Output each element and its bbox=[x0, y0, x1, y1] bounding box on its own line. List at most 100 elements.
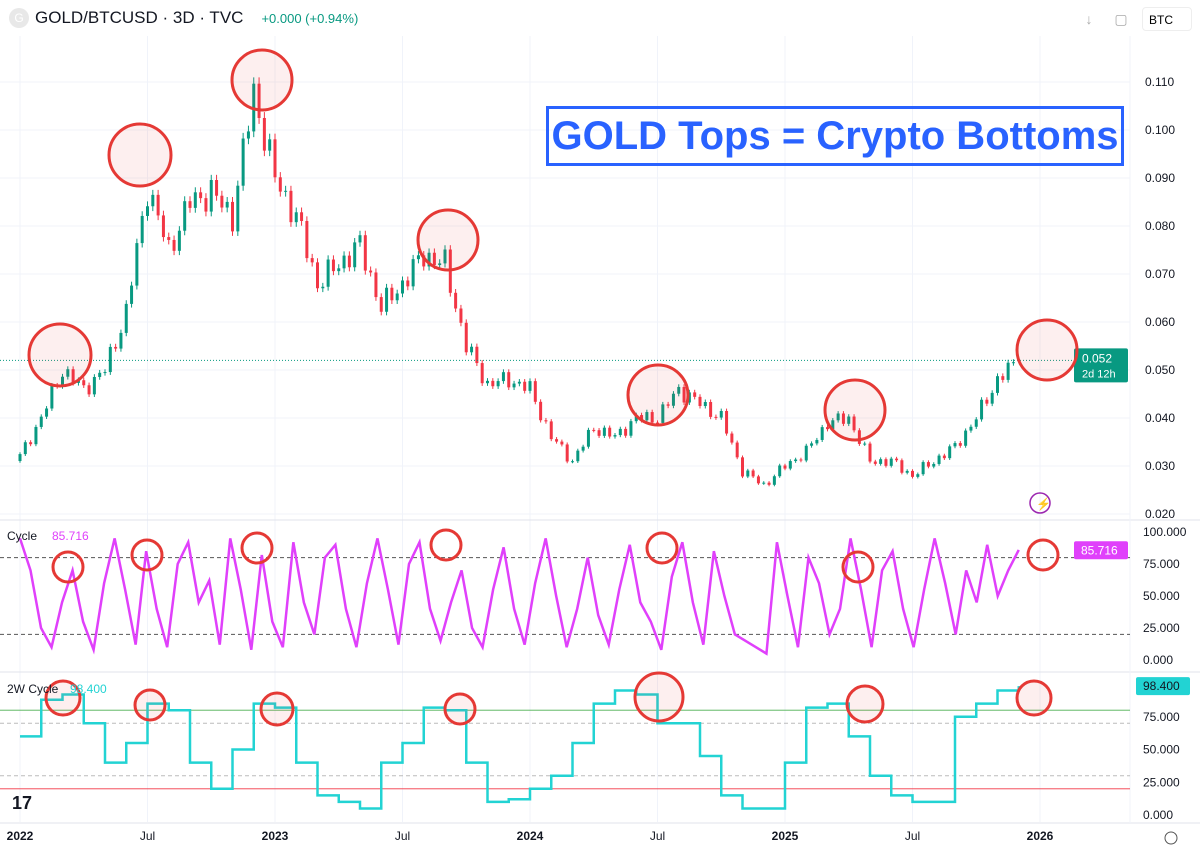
cycle2w-marker-circle bbox=[845, 684, 885, 724]
candle bbox=[124, 303, 128, 333]
candle bbox=[416, 255, 420, 260]
candle bbox=[183, 201, 187, 231]
candle bbox=[794, 459, 798, 462]
price-tick-label: 0.020 bbox=[1145, 507, 1175, 521]
candle bbox=[608, 427, 612, 437]
candle bbox=[103, 372, 107, 374]
candle bbox=[454, 292, 458, 309]
candle bbox=[905, 470, 909, 473]
candle bbox=[964, 430, 968, 446]
candle bbox=[140, 215, 144, 244]
candle bbox=[480, 363, 484, 384]
candle bbox=[87, 385, 91, 395]
candle bbox=[714, 416, 718, 418]
top-marker-circle bbox=[27, 322, 93, 388]
candle bbox=[852, 416, 856, 431]
candle bbox=[762, 482, 766, 484]
candle bbox=[645, 412, 649, 421]
candle bbox=[863, 443, 867, 445]
candle bbox=[661, 404, 665, 423]
price-tick-label: 0.080 bbox=[1145, 219, 1175, 233]
candle bbox=[167, 237, 171, 240]
candle bbox=[108, 346, 112, 373]
candle bbox=[305, 221, 309, 259]
x-tick-label: Jul bbox=[140, 829, 155, 843]
candle bbox=[624, 428, 628, 436]
cycle2w-value: 98.400 bbox=[70, 682, 107, 696]
cycle2w-marker-circle bbox=[133, 688, 167, 722]
candle bbox=[719, 410, 723, 418]
candle bbox=[682, 386, 686, 403]
candle bbox=[385, 287, 389, 312]
candle bbox=[544, 420, 548, 422]
candle bbox=[640, 415, 644, 421]
candle bbox=[533, 381, 537, 402]
cycle2w-marker-circle bbox=[259, 691, 295, 727]
candle bbox=[799, 459, 803, 461]
candle bbox=[666, 404, 670, 406]
cycle2w-marker-circle bbox=[633, 671, 685, 723]
cycle-marker-circle bbox=[1026, 538, 1060, 572]
candle bbox=[374, 272, 378, 298]
candle bbox=[401, 280, 404, 294]
candle bbox=[411, 259, 415, 287]
last-price-value: 0.052 bbox=[1082, 351, 1112, 365]
candle bbox=[459, 308, 463, 323]
candle bbox=[1001, 376, 1005, 380]
candle bbox=[634, 415, 638, 422]
cycle-marker-circle bbox=[841, 550, 875, 584]
candle bbox=[486, 380, 489, 384]
currency-selector[interactable]: BTC bbox=[1142, 7, 1192, 31]
candle bbox=[565, 444, 569, 462]
x-tick-label: 2025 bbox=[772, 829, 799, 843]
candle bbox=[592, 429, 596, 431]
candle bbox=[507, 372, 511, 388]
candle bbox=[741, 457, 744, 477]
candle bbox=[1006, 362, 1010, 380]
candle bbox=[746, 470, 750, 477]
candle bbox=[151, 194, 155, 207]
x-tick-label: 2022 bbox=[7, 829, 34, 843]
candle bbox=[353, 242, 357, 268]
candle bbox=[581, 446, 585, 451]
candle bbox=[50, 385, 54, 409]
candle bbox=[172, 239, 176, 251]
candle bbox=[294, 212, 298, 223]
price-tick-label: 0.030 bbox=[1145, 459, 1175, 473]
candle bbox=[39, 416, 43, 427]
candle bbox=[980, 399, 984, 420]
cycle2w-value-badge-text: 98.400 bbox=[1143, 679, 1180, 693]
candle bbox=[751, 470, 755, 477]
cycle-marker-circle bbox=[429, 528, 463, 562]
osc-tick-label: 50.000 bbox=[1143, 743, 1180, 757]
candle bbox=[921, 462, 925, 475]
osc-tick-label: 25.000 bbox=[1143, 775, 1180, 789]
osc-tick-label: 25.000 bbox=[1143, 621, 1180, 635]
price-tick-label: 0.090 bbox=[1145, 171, 1175, 185]
candle bbox=[188, 201, 192, 208]
download-icon[interactable]: ↓ bbox=[1085, 11, 1093, 27]
candle bbox=[847, 416, 851, 424]
candle bbox=[284, 190, 288, 192]
osc-tick-label: 100.000 bbox=[1143, 525, 1187, 539]
candle bbox=[316, 262, 319, 289]
cycle-line bbox=[18, 538, 1020, 656]
cycle-marker-circle bbox=[240, 531, 274, 565]
cycle-marker-circle bbox=[130, 538, 164, 572]
symbol-title[interactable]: GOLD/BTCUSD · 3D · TVC bbox=[35, 8, 244, 27]
chart-header: G GOLD/BTCUSD · 3D · TVC +0.000 (+0.94%) bbox=[0, 0, 1200, 36]
candle bbox=[262, 117, 266, 151]
cycle-marker-circle bbox=[51, 550, 85, 584]
candle bbox=[257, 83, 261, 118]
lightning-icon bbox=[1029, 492, 1051, 514]
candle bbox=[650, 412, 654, 423]
price-tick-label: 0.040 bbox=[1145, 411, 1175, 425]
candle bbox=[347, 255, 351, 268]
candle bbox=[815, 439, 819, 444]
candle bbox=[772, 476, 776, 485]
candle bbox=[289, 190, 293, 223]
candle bbox=[225, 201, 229, 208]
fullscreen-icon[interactable]: ▢ bbox=[1114, 11, 1128, 27]
candle bbox=[767, 482, 771, 485]
